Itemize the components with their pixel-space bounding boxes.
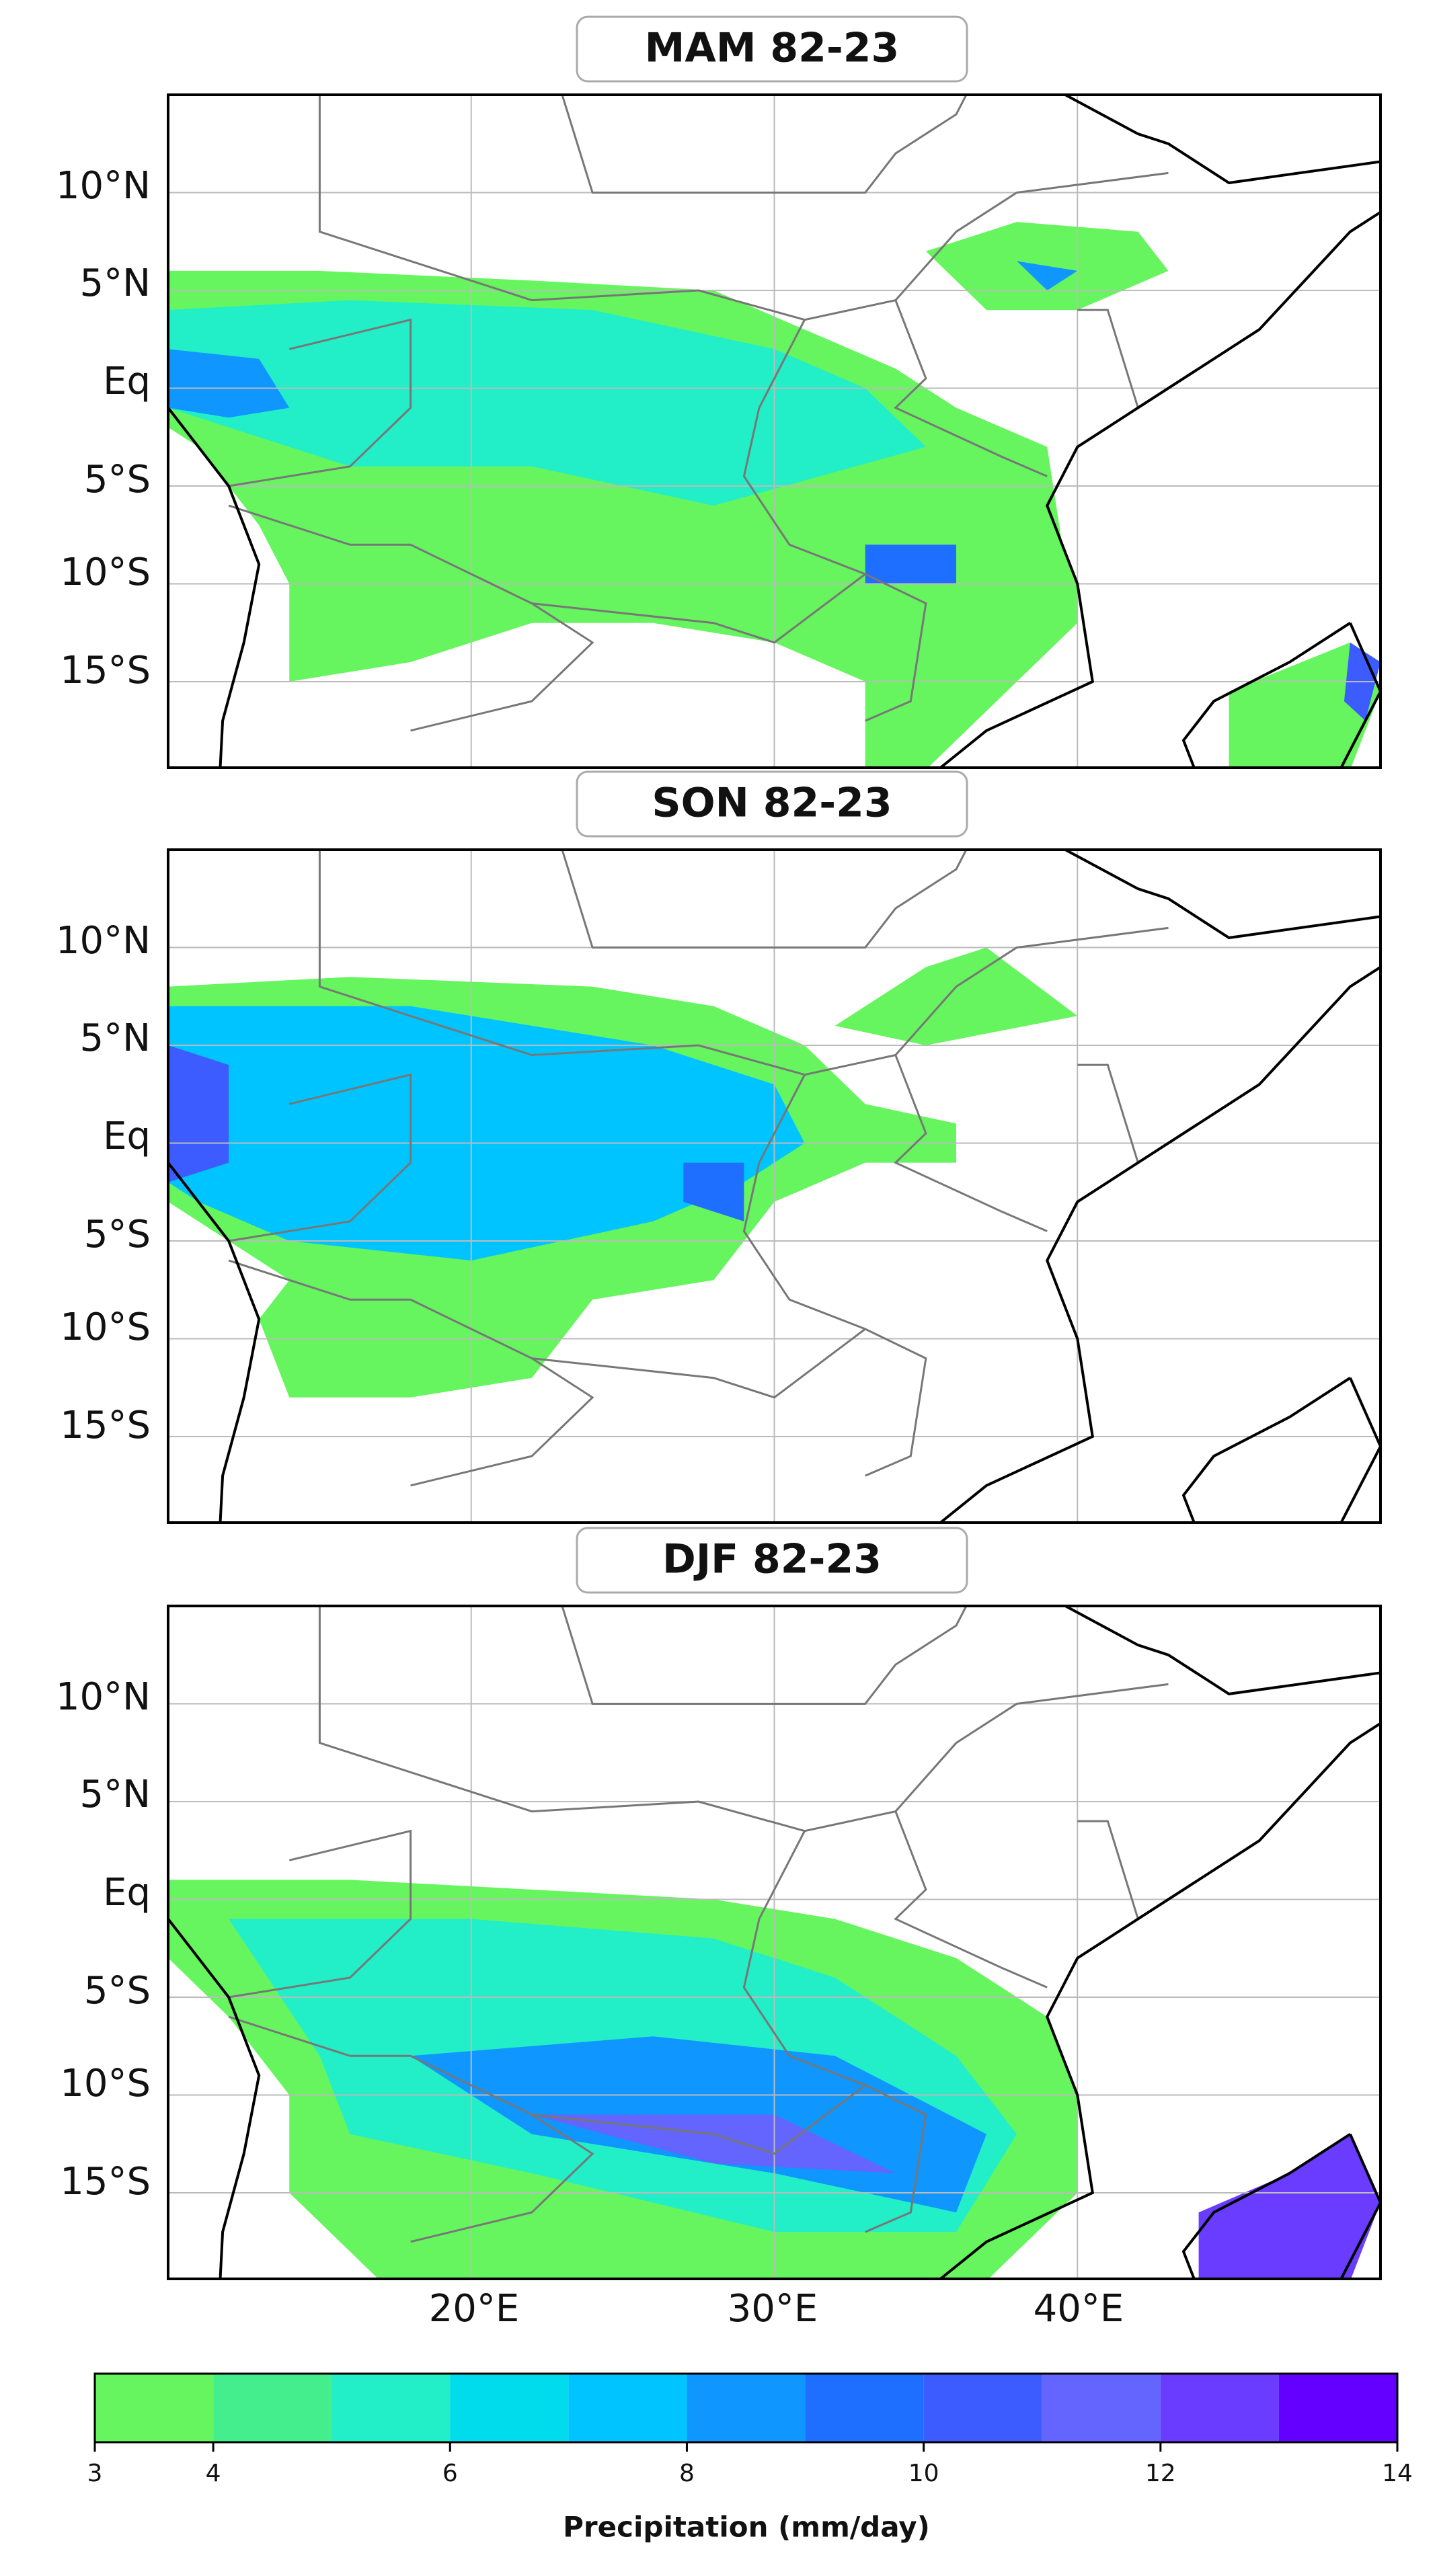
map-content	[168, 95, 1381, 768]
colorbar-tick-label: 6	[442, 2460, 458, 2487]
colorbar-tick-label: 3	[87, 2460, 103, 2487]
lon-label: 20°E	[429, 2287, 520, 2331]
border	[228, 1829, 412, 1999]
colorbar-bin	[332, 2374, 451, 2442]
colorbar-bin	[568, 2374, 687, 2442]
border	[561, 95, 968, 194]
colorbar-bin	[213, 2374, 332, 2442]
precip-area	[1229, 642, 1381, 768]
precip-area	[834, 947, 1078, 1045]
border	[531, 2084, 866, 2155]
coastline	[1181, 2133, 1381, 2279]
border	[894, 1811, 1048, 1988]
panel-title: MAM 82-23	[645, 25, 900, 72]
colorbar-tick-label: 12	[1145, 2460, 1176, 2487]
panel-title: DJF 82-23	[662, 1536, 882, 1583]
lon-label: 40°E	[1034, 2287, 1124, 2331]
colorbar-bin	[1278, 2374, 1397, 2442]
border	[1077, 309, 1139, 409]
border	[561, 850, 968, 949]
colorbar-tick-label: 8	[679, 2460, 695, 2487]
lat-label: 10°N	[56, 919, 151, 963]
colorbar-bin	[1042, 2374, 1161, 2442]
lat-label: 10°N	[56, 164, 151, 208]
precip-area	[865, 545, 956, 584]
coastline	[1181, 622, 1381, 768]
precip-area	[531, 2114, 896, 2173]
colorbar-bin	[923, 2374, 1042, 2442]
lat-label: 15°S	[60, 2160, 151, 2204]
lat-label: Eq	[103, 1115, 151, 1158]
lat-label: 5°S	[84, 458, 151, 501]
map-content	[168, 850, 1381, 1523]
coastline	[938, 850, 1381, 1523]
coastline	[938, 1606, 1381, 2279]
colorbar-label: Precipitation (mm/day)	[563, 2511, 930, 2544]
lat-label: 5°S	[84, 1213, 151, 1256]
colorbar-bin	[95, 2374, 214, 2442]
colorbar-tick-label: 14	[1382, 2460, 1413, 2487]
map-panel: SON 82-23 10°N 5°N Eq 5°S 10°S 15°S	[56, 770, 1382, 1524]
map-content	[168, 1606, 1381, 2279]
lon-label: 30°E	[728, 2287, 818, 2331]
coastline	[168, 1821, 261, 2279]
lat-label: 5°N	[79, 1773, 151, 1816]
lat-label: 10°S	[60, 2062, 151, 2105]
border	[894, 300, 1048, 477]
coastline	[168, 1065, 261, 1523]
coastline	[168, 310, 261, 768]
lat-label: 10°S	[60, 1305, 151, 1349]
precip-area	[1017, 261, 1078, 290]
colorbar-frame	[93, 2372, 1399, 2444]
border	[1077, 1820, 1139, 1920]
lat-label: Eq	[103, 360, 151, 403]
lat-label: Eq	[103, 1871, 151, 1915]
border	[1077, 1063, 1139, 1164]
lat-label: 5°N	[79, 261, 151, 305]
border	[742, 1074, 927, 1477]
panel-title: SON 82-23	[652, 780, 892, 827]
precip-area	[168, 349, 290, 418]
border	[894, 1054, 1048, 1232]
lat-label: 10°N	[56, 1675, 151, 1719]
border	[561, 1606, 968, 1705]
map-panel: MAM 82-23 10°N 5°N Eq 5°S 10°S 15°S	[56, 15, 1382, 769]
border	[531, 1328, 866, 1399]
colorbar-tick-label: 4	[206, 2460, 221, 2487]
border	[742, 319, 927, 722]
lat-label: 5°S	[84, 1969, 151, 2013]
precip-area	[925, 222, 1169, 311]
map-frame	[167, 93, 1382, 769]
map-frame	[167, 848, 1382, 1524]
colorbar-bin	[450, 2374, 569, 2442]
coastline	[938, 95, 1381, 768]
coastline	[1181, 1377, 1381, 1523]
border	[742, 1830, 927, 2233]
border	[228, 1073, 412, 1242]
lat-label: 5°N	[79, 1016, 151, 1060]
map-panel: DJF 82-23 10°N 5°N Eq 5°S 10°S 15°S	[56, 1527, 1382, 2280]
title-box	[576, 770, 968, 838]
lat-label: 10°S	[60, 551, 151, 594]
precip-area	[168, 300, 926, 506]
lat-label: 15°S	[60, 1404, 151, 1447]
title-box	[576, 1527, 968, 1594]
colorbar-bin	[805, 2374, 924, 2442]
colorbar-bin	[1160, 2374, 1279, 2442]
colorbar-tick-label: 10	[908, 2460, 939, 2487]
title-box	[576, 15, 968, 83]
border	[531, 573, 866, 644]
precip-area	[168, 1006, 805, 1261]
precip-area	[1198, 2134, 1381, 2279]
precip-area	[683, 1162, 744, 1221]
map-frame	[167, 1605, 1382, 2280]
colorbar-bin	[687, 2374, 806, 2442]
border	[228, 318, 412, 487]
precip-area	[168, 1045, 229, 1182]
lat-label: 15°S	[60, 649, 151, 692]
